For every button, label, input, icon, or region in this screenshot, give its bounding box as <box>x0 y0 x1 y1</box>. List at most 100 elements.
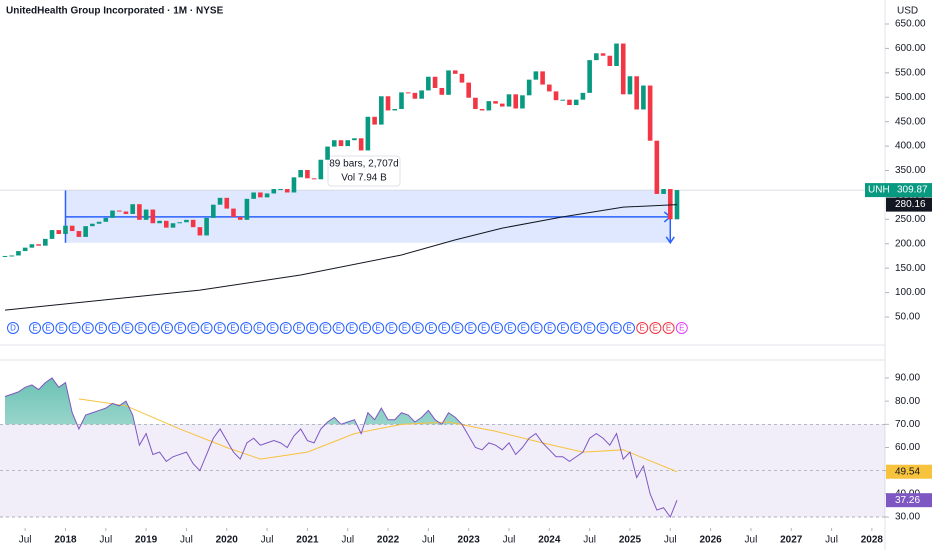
candle-body <box>493 101 498 104</box>
rsi-tag-value: 37.26 <box>895 495 920 506</box>
x-tick-label: 2026 <box>699 535 722 546</box>
candle-body <box>352 138 357 141</box>
candle-body <box>412 92 418 99</box>
candle-body <box>29 244 35 248</box>
earnings-marker <box>557 322 569 334</box>
earnings-marker <box>240 322 253 334</box>
candle-body <box>157 220 162 224</box>
earnings-label: E <box>244 324 249 333</box>
earnings-marker <box>517 322 530 334</box>
candle-body <box>553 91 559 101</box>
candle-body <box>311 178 317 180</box>
x-tick-label: Jul <box>745 535 758 546</box>
candle-body <box>399 92 404 109</box>
tooltip <box>327 155 401 187</box>
x-tick-label: 2019 <box>135 535 158 546</box>
candle-body <box>284 189 290 193</box>
tooltip-text: Vol 7.94 B <box>341 173 387 184</box>
earnings-marker <box>359 322 371 334</box>
earnings-marker <box>623 322 635 334</box>
candle-body <box>190 219 196 228</box>
earnings-label: E <box>547 324 552 333</box>
candle-body <box>271 189 277 194</box>
x-tick-label: 2018 <box>54 535 77 546</box>
earnings-marker <box>81 322 94 334</box>
candle-body <box>9 255 15 257</box>
earnings-label: E <box>640 324 645 333</box>
candle-body <box>231 208 236 217</box>
candle-body <box>123 211 129 214</box>
earnings-marker <box>55 322 68 334</box>
candle-body <box>372 116 377 125</box>
earnings-marker <box>649 322 662 334</box>
earnings-label: E <box>138 324 143 333</box>
candle-body <box>143 209 149 220</box>
x-tick-label: 2024 <box>538 535 561 546</box>
candle-body <box>325 146 330 160</box>
earnings-marker <box>108 322 121 334</box>
earnings-marker <box>345 322 358 334</box>
candle-body <box>365 116 371 151</box>
tooltip-text: 89 bars, 2,707d <box>329 159 399 170</box>
candle-body <box>405 92 411 94</box>
x-tick-label: Jul <box>583 535 596 546</box>
earnings-label: E <box>666 324 671 333</box>
candle-body <box>244 198 250 220</box>
candle-body <box>150 209 156 224</box>
x-tick-label: Jul <box>99 535 112 546</box>
earnings-label: E <box>191 324 196 333</box>
y-tick-label: 450.00 <box>895 116 926 127</box>
earnings-label: E <box>112 324 117 333</box>
candle-body <box>298 170 303 178</box>
candle-body <box>641 85 646 110</box>
earnings-label: E <box>468 324 473 333</box>
candle-body <box>439 87 445 95</box>
x-tick-label: Jul <box>341 535 354 546</box>
candle-body <box>614 43 619 66</box>
earnings-marker <box>398 322 411 334</box>
earnings-marker <box>636 322 649 334</box>
candle-body <box>580 92 586 100</box>
earnings-marker <box>570 322 583 334</box>
candle-body <box>305 170 310 179</box>
y-tick-label: 200.00 <box>895 238 926 249</box>
candle-body <box>547 84 552 92</box>
candle-body <box>426 76 431 91</box>
chart-title: UnitedHealth Group Incorporated · 1M · N… <box>6 6 224 17</box>
earnings-marker <box>134 322 147 334</box>
candle-body <box>587 60 592 93</box>
earnings-marker <box>147 322 160 334</box>
earnings-marker <box>662 322 675 334</box>
x-tick-label: 2028 <box>861 535 884 546</box>
x-tick-label: 2027 <box>780 535 803 546</box>
candle-body <box>607 55 613 66</box>
y-tick-label: 150.00 <box>895 263 926 274</box>
candle-body <box>452 70 458 74</box>
x-tick-label: Jul <box>825 535 838 546</box>
candle-body <box>499 103 505 107</box>
candle-body <box>56 230 62 234</box>
earnings-marker <box>332 322 345 334</box>
earnings-label: E <box>323 324 328 333</box>
candle-body <box>224 197 230 209</box>
candle-body <box>76 231 82 237</box>
candle-body <box>540 71 545 85</box>
earnings-label: E <box>455 324 460 333</box>
candle-body <box>506 94 512 107</box>
earnings-marker <box>121 322 134 334</box>
earnings-marker <box>227 322 239 334</box>
earnings-label: E <box>310 324 315 333</box>
candle-body <box>473 97 478 109</box>
earnings-label: E <box>32 324 37 333</box>
candle-body <box>567 99 572 106</box>
earnings-label: E <box>204 324 209 333</box>
candle-body <box>573 99 579 106</box>
rsi-ma-tag-value: 49.54 <box>895 466 920 477</box>
candle-body <box>479 108 485 111</box>
y-tick-label: 90.00 <box>895 373 920 384</box>
earnings-marker <box>174 322 187 334</box>
earnings-label: E <box>283 324 288 333</box>
candle-body <box>264 193 270 198</box>
candle-body <box>345 140 351 147</box>
